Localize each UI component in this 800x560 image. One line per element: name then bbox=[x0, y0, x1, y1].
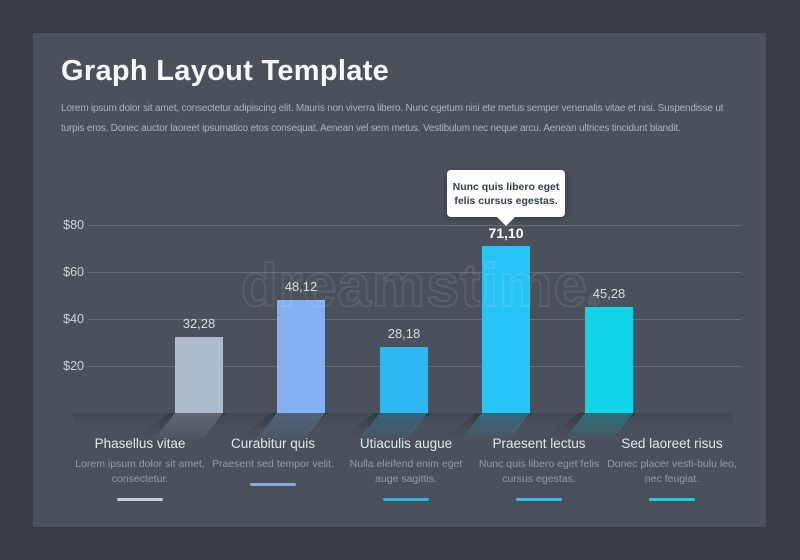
legend-title: Utiaculis augue bbox=[359, 436, 453, 451]
legend-description: Nulla eleifend enim eget auge sagittis. bbox=[349, 458, 463, 485]
legend-column-utiaculis-augue: Utiaculis augue Nulla eleifend enim eget… bbox=[340, 436, 472, 506]
gridline-80 bbox=[88, 225, 741, 226]
legend-column-curabitur-quis: Curabitur quis Praesent sed tempor velit… bbox=[207, 436, 339, 491]
legend-column-sed-laoreet-risus: Sed laoreet risus Donec placer vesti-bul… bbox=[606, 436, 738, 506]
legend-column-praesent-lectus: Praesent lectus Nunc quis libero eget fe… bbox=[473, 436, 605, 506]
legend-column-phasellus-vitae: Phasellus vitae Lorem ipsum dolor sit am… bbox=[74, 436, 206, 506]
callout-bubble: Nunc quis libero eget felis cursus egest… bbox=[447, 170, 565, 217]
legend-underline bbox=[250, 483, 296, 486]
legend-title: Praesent lectus bbox=[492, 436, 586, 451]
bar-value-label: 28,18 bbox=[387, 326, 421, 341]
bar-utiaculis-augue bbox=[380, 347, 428, 413]
bar-value-label: 48,12 bbox=[284, 279, 318, 294]
bar-phasellus-vitae bbox=[175, 337, 223, 413]
page-description-line2: eros. Donec auctor laoreet ipsumatico et… bbox=[86, 123, 681, 134]
bar-value-label: 71,10 bbox=[488, 225, 524, 241]
bar-curabitur-quis bbox=[277, 300, 325, 413]
legend-underline bbox=[117, 498, 163, 501]
legend-title: Curabitur quis bbox=[230, 436, 316, 451]
callout-text-line2: felis cursus egestas. bbox=[454, 194, 558, 207]
y-axis-tick: $60 bbox=[63, 265, 84, 279]
page-description: Lorem ipsum dolor sit amet, consectetur … bbox=[61, 99, 743, 139]
legend-title: Sed laoreet risus bbox=[621, 436, 723, 451]
y-axis-tick: $80 bbox=[63, 218, 84, 232]
bar-praesent-lectus bbox=[482, 246, 530, 413]
callout-text-line1: Nunc quis libero eget bbox=[452, 180, 560, 193]
callout-pointer-icon bbox=[496, 216, 516, 226]
bar-sed-laoreet-risus bbox=[585, 307, 633, 413]
bar-value-label: 32,28 bbox=[182, 316, 216, 331]
legend-underline bbox=[649, 498, 695, 501]
y-axis-tick: $20 bbox=[63, 359, 84, 373]
legend-description: Lorem ipsum dolor sit amet, consectetur. bbox=[75, 458, 205, 485]
legend-underline bbox=[516, 498, 562, 501]
bar-chart: $80 $60 $40 $20 32,28 48,12 28,18 71,10 bbox=[33, 33, 766, 527]
gridline-40 bbox=[88, 319, 741, 320]
gridline-60 bbox=[88, 272, 741, 273]
legend-description: Nunc quis libero eget felis cursus egest… bbox=[478, 458, 600, 485]
legend-description: Praesent sed tempor velit. bbox=[212, 458, 334, 470]
legend-title: Phasellus vitae bbox=[94, 436, 186, 451]
floor-shadow bbox=[73, 413, 733, 429]
page-title: Graph Layout Template bbox=[61, 55, 390, 87]
legend-underline bbox=[383, 498, 429, 501]
y-axis-tick: $40 bbox=[63, 312, 84, 326]
legend-description: Donec placer vesti-bulu leo, nec feugiat… bbox=[607, 458, 737, 485]
bar-value-label: 45,28 bbox=[592, 286, 626, 301]
page-description-line1: Lorem ipsum dolor sit amet, consectetur … bbox=[61, 103, 724, 134]
template-panel: Graph Layout Template Lorem ipsum dolor … bbox=[33, 33, 766, 527]
